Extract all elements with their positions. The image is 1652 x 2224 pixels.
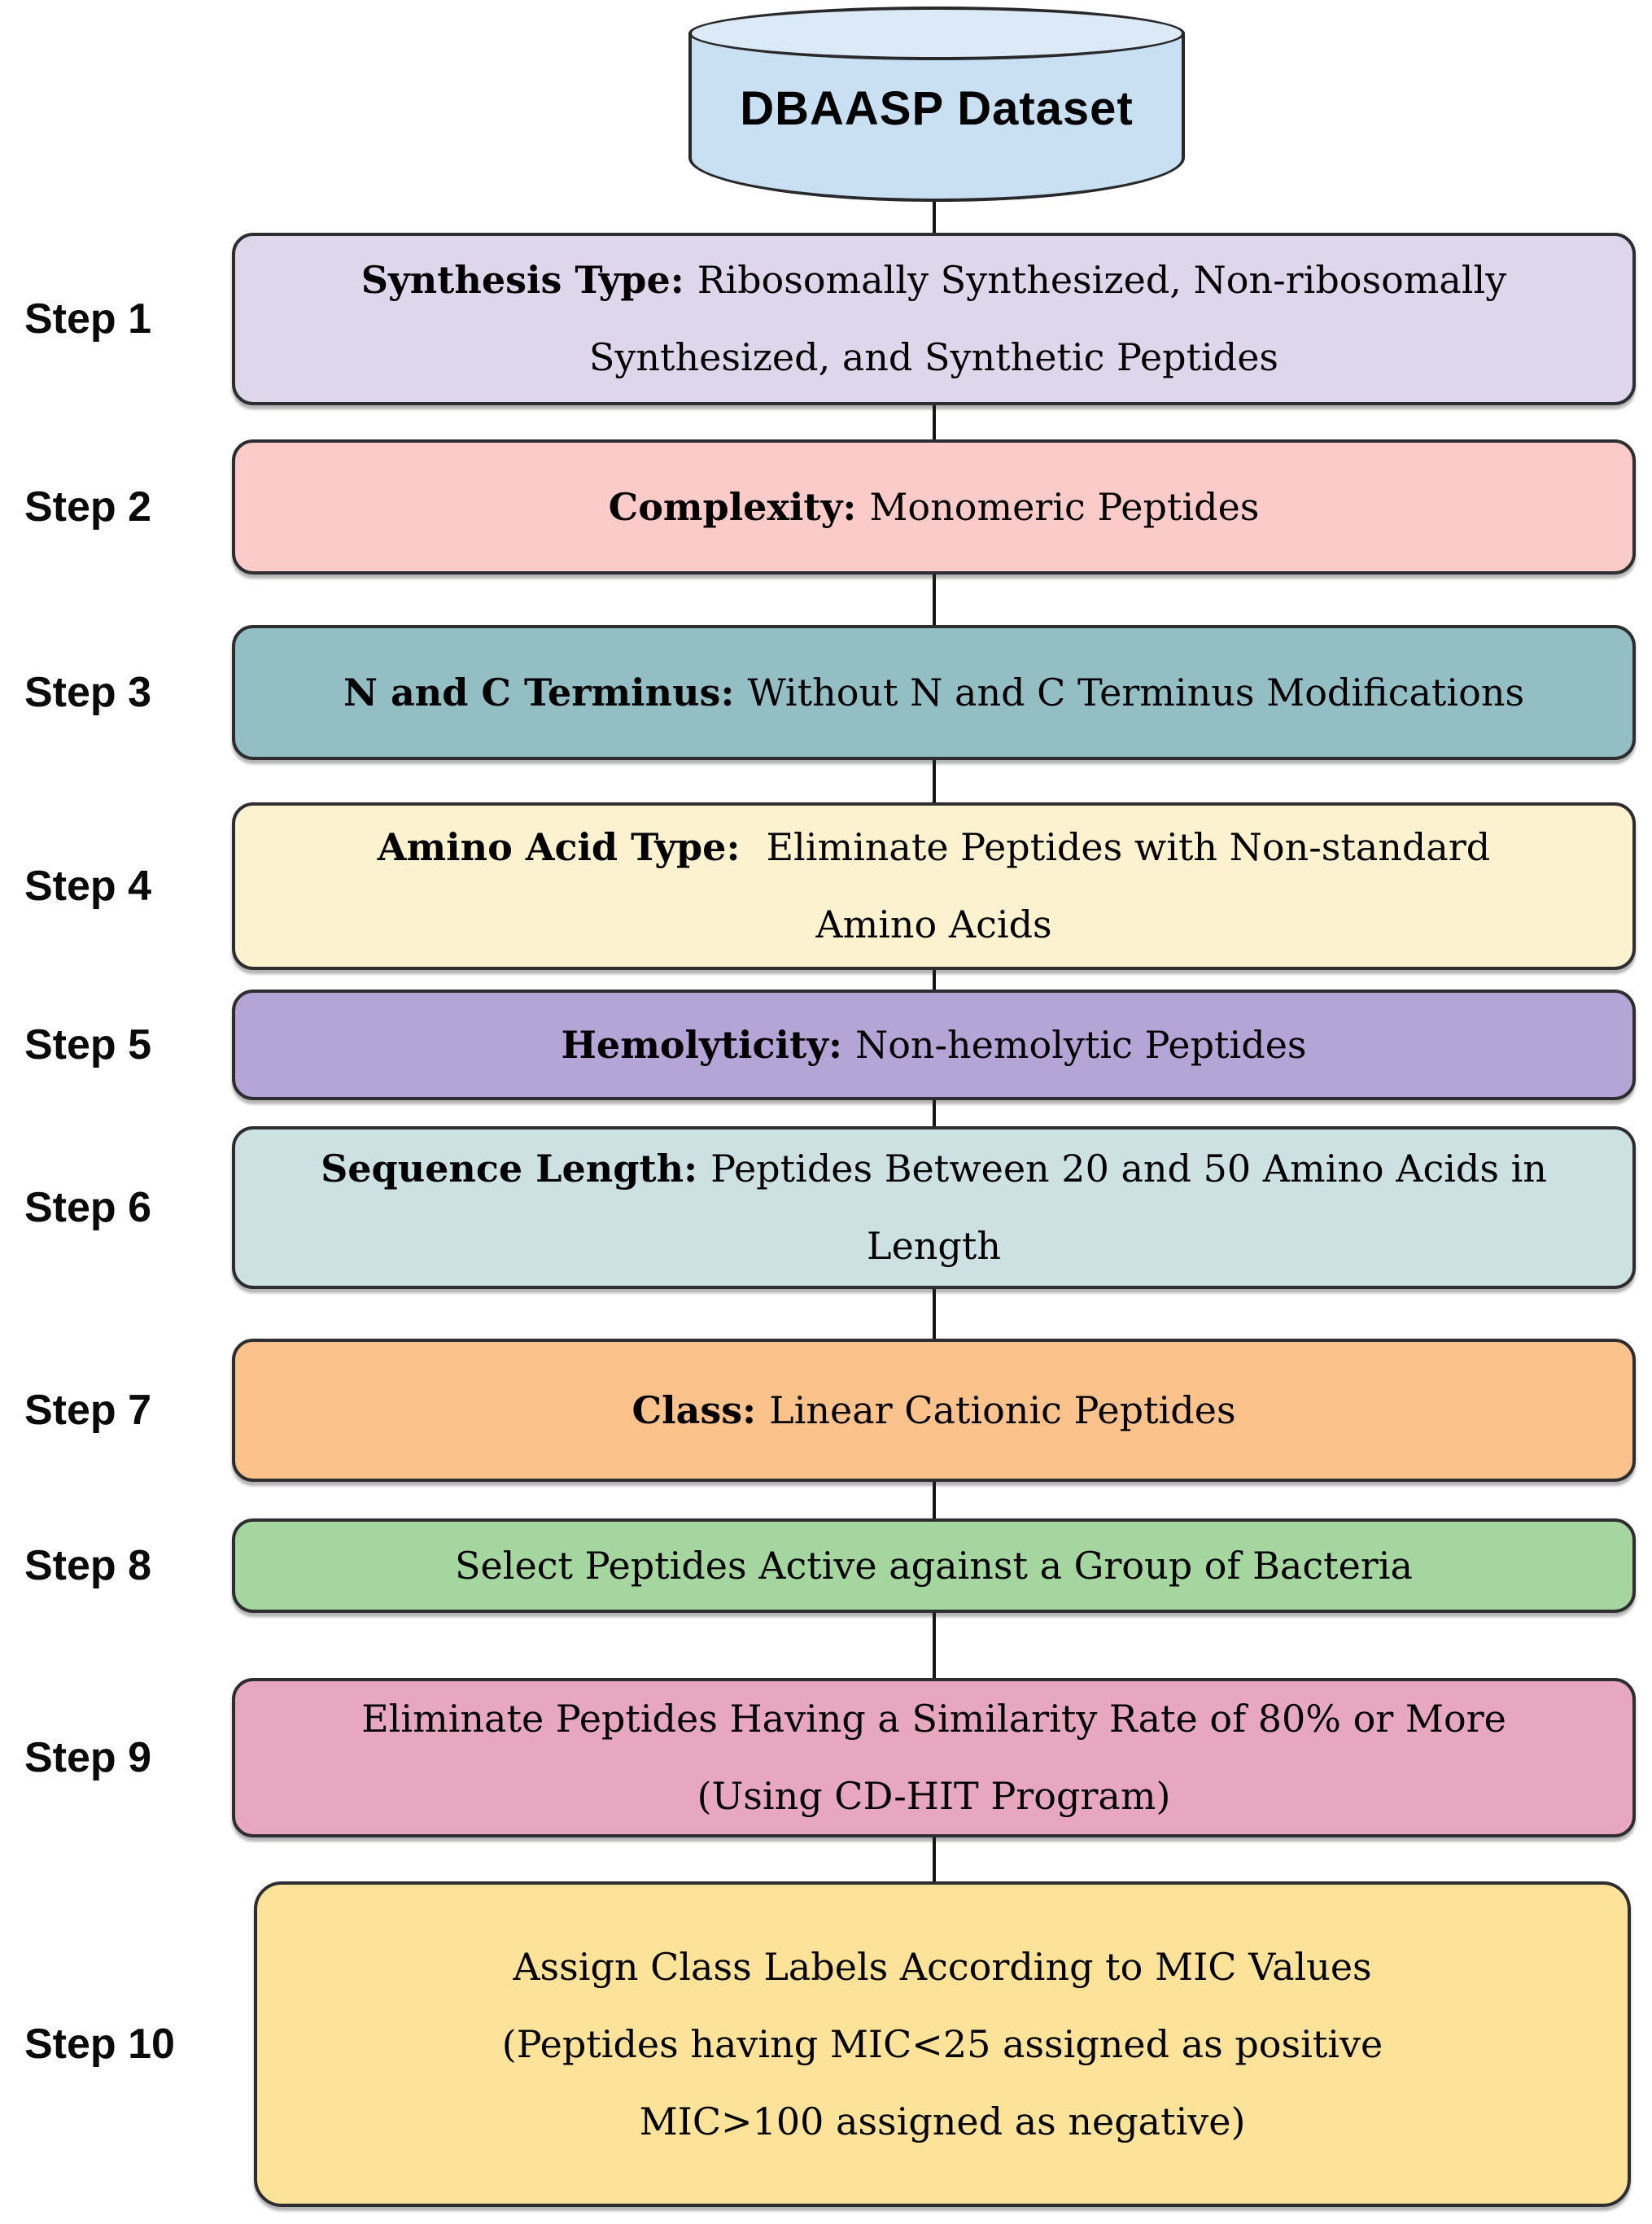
cylinder-top-ellipse — [688, 7, 1185, 60]
step-label-8: Step 8 — [24, 1542, 152, 1589]
step-label-10: Step 10 — [24, 2021, 175, 2068]
step-box-5: Hemolyticity: Non-hemolytic Peptides — [232, 990, 1636, 1100]
step-text: Synthesis Type: Ribosomally Synthesized,… — [361, 258, 1507, 379]
step-label-4: Step 4 — [24, 863, 152, 910]
step-label-2: Step 2 — [24, 483, 152, 531]
step-label-3: Step 3 — [24, 669, 152, 716]
step-box-4: Amino Acid Type: Eliminate Peptides with… — [232, 802, 1636, 970]
step-text: Class: Linear Cationic Peptides — [632, 1387, 1236, 1432]
step-box-10: Assign Class Labels According to MIC Val… — [254, 1881, 1631, 2207]
flow-step-row-8: Step 8 Select Peptides Active against a … — [0, 1518, 1652, 1613]
step-label-7: Step 7 — [24, 1387, 152, 1434]
flow-step-row-6: Step 6 Sequence Length: Peptides Between… — [0, 1126, 1652, 1289]
step-text: Amino Acid Type: Eliminate Peptides with… — [377, 825, 1491, 946]
flow-step-row-3: Step 3 N and C Terminus: Without N and C… — [0, 625, 1652, 760]
step-label-6: Step 6 — [24, 1184, 152, 1231]
step-label-9: Step 9 — [24, 1734, 152, 1781]
dataset-title: DBAASP Dataset — [740, 82, 1134, 135]
step-text: Hemolyticity: Non-hemolytic Peptides — [561, 1022, 1307, 1067]
step-text: Select Peptides Active against a Group o… — [455, 1543, 1413, 1588]
step-box-9: Eliminate Peptides Having a Similarity R… — [232, 1678, 1636, 1837]
step-label-5: Step 5 — [24, 1021, 152, 1068]
step-box-1: Synthesis Type: Ribosomally Synthesized,… — [232, 233, 1636, 405]
step-text: Complexity: Monomeric Peptides — [608, 484, 1260, 529]
step-text: Sequence Length: Peptides Between 20 and… — [321, 1147, 1547, 1268]
step-box-6: Sequence Length: Peptides Between 20 and… — [232, 1126, 1636, 1289]
database-cylinder: DBAASP Dataset — [688, 7, 1185, 202]
step-label-1: Step 1 — [24, 295, 152, 343]
step-box-7: Class: Linear Cationic Peptides — [232, 1339, 1636, 1482]
cylinder-body — [688, 33, 1185, 202]
flow-step-row-2: Step 2 Complexity: Monomeric Peptides — [0, 439, 1652, 575]
step-text: N and C Terminus: Without N and C Termin… — [343, 670, 1525, 714]
flow-step-row-9: Step 9 Eliminate Peptides Having a Simil… — [0, 1678, 1652, 1837]
flow-step-row-10: Step 10 Assign Class Labels According to… — [0, 1881, 1652, 2207]
flow-step-row-1: Step 1 Synthesis Type: Ribosomally Synth… — [0, 233, 1652, 405]
flow-step-row-4: Step 4 Amino Acid Type: Eliminate Peptid… — [0, 802, 1652, 970]
flow-step-row-7: Step 7 Class: Linear Cationic Peptides — [0, 1339, 1652, 1482]
step-box-8: Select Peptides Active against a Group o… — [232, 1518, 1636, 1613]
step-text: Eliminate Peptides Having a Similarity R… — [361, 1697, 1506, 1818]
step-box-2: Complexity: Monomeric Peptides — [232, 439, 1636, 575]
step-box-3: N and C Terminus: Without N and C Termin… — [232, 625, 1636, 760]
step-text: Assign Class Labels According to MIC Val… — [501, 1944, 1383, 2143]
flow-step-row-5: Step 5 Hemolyticity: Non-hemolytic Pepti… — [0, 990, 1652, 1100]
